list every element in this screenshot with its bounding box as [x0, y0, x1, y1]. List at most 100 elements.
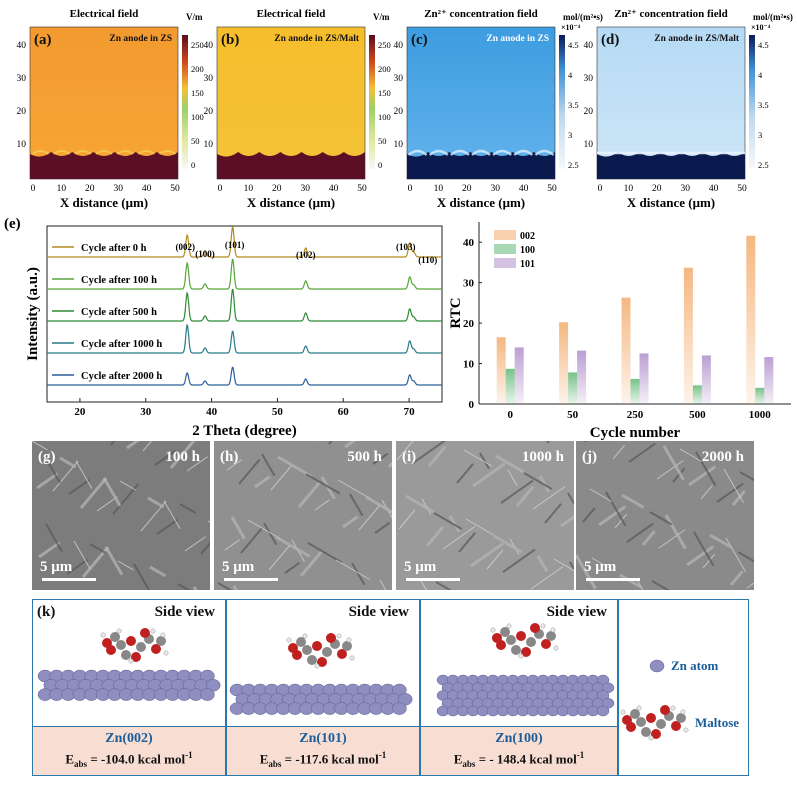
colorbar-tick: 150 [378, 88, 391, 98]
y-tick-label: 20 [463, 318, 475, 330]
colorbar-tick: 200 [191, 64, 204, 74]
sem-image-1: (g) 100 h 5 μm [32, 441, 210, 590]
rtc-bar [568, 372, 578, 404]
sem-image-2: (h) 500 h 5 μm [214, 441, 392, 590]
adsorption-energy-caption: Zn(002) Eabs = -104.0 kcal mol-1 [32, 726, 226, 776]
y-tick-label: 40 [463, 237, 475, 249]
peak-label: (002) [175, 242, 195, 252]
legend-label: 101 [520, 259, 535, 270]
rtc-bar [755, 387, 765, 404]
x-tick-label: 250 [627, 409, 644, 421]
x-tick-label: 40 [329, 184, 339, 194]
adsorption-energy-caption: Zn(101) Eabs = -117.6 kcal mol-1 [226, 726, 420, 776]
scale-bar-label: 5 μm [404, 559, 437, 575]
side-view-label: Side view [348, 604, 409, 620]
colorbar-unit: mol/(m²•s) [563, 12, 603, 22]
panel-inset-label: Zn anode in ZS [109, 34, 172, 44]
field-panel-4: Zn²⁺ concentration field (d) Zn anode in Z… [584, 8, 793, 210]
sem-image-3: (i) 1000 h 5 μm [396, 441, 574, 590]
x-tick-label: 40 [206, 406, 218, 418]
x-tick-label: 0 [31, 184, 36, 194]
x-tick-label: 50 [567, 409, 579, 421]
legend-label: 002 [520, 231, 535, 242]
y-tick-label: 30 [584, 74, 594, 84]
panel-letter: (h) [220, 449, 239, 465]
x-tick-label: 40 [709, 184, 719, 194]
x-tick-label: 0 [218, 184, 223, 194]
y-axis-label: RTC [448, 297, 464, 328]
x-tick-label: 20 [272, 184, 282, 194]
xrd-curve [47, 323, 442, 354]
sem-time-label: 2000 h [701, 449, 744, 465]
xrd-curve [47, 366, 442, 386]
field-panel-title: Electrical field [70, 8, 139, 20]
adsorption-energy: Eabs = -104.0 kcal mol-1 [65, 750, 193, 769]
colorbar-tick: 4.5 [568, 40, 579, 50]
curve-label: Cycle after 2000 h [81, 371, 162, 382]
rtc-bar [505, 368, 515, 404]
x-tick-label: 50 [737, 184, 747, 194]
field-panel-title: Electrical field [257, 8, 326, 20]
rtc-bar [559, 322, 569, 404]
x-tick-label: 10 [244, 184, 254, 194]
colorbar-tick: 3.5 [568, 100, 579, 110]
field-panel-title: Zn²⁺ concentration field [614, 8, 728, 20]
rtc-bar [746, 235, 756, 404]
x-tick-label: 50 [547, 184, 557, 194]
rtc-bar [683, 267, 693, 404]
y-tick-label: 40 [584, 41, 594, 51]
panel-letter: (g) [38, 449, 56, 465]
x-tick-label: 30 [300, 184, 310, 194]
x-tick-label: 500 [689, 409, 706, 421]
x-tick-label: 20 [462, 184, 472, 194]
adsorption-cell-3: Side view [420, 599, 618, 727]
sem-time-label: 100 h [165, 449, 200, 465]
adsorption-energy: Eabs = - 148.4 kcal mol-1 [453, 750, 585, 769]
x-tick-label: 0 [598, 184, 603, 194]
scale-bar [224, 578, 278, 581]
y-tick-label: 10 [463, 359, 475, 371]
y-tick-label: 40 [204, 41, 214, 51]
x-tick-label: 20 [652, 184, 662, 194]
colorbar-tick: 4 [568, 70, 573, 80]
scale-bar [586, 578, 640, 581]
x-axis-label: X distance (μm) [60, 195, 148, 210]
x-tick-label: 30 [140, 406, 152, 418]
panel-letter: (b) [221, 32, 239, 48]
y-tick-label: 30 [17, 74, 27, 84]
panel-letter: (k) [37, 604, 56, 620]
peak-label: (103) [396, 242, 416, 252]
colorbar-unit: V/m [186, 12, 203, 22]
panel-letter: (i) [402, 449, 417, 465]
x-tick-label: 10 [624, 184, 634, 194]
x-axis-label: X distance (μm) [437, 195, 525, 210]
colorbar-unit: V/m [373, 12, 390, 22]
colorbar-tick: 3 [568, 130, 572, 140]
y-tick-label: 30 [463, 278, 475, 290]
curve-label: Cycle after 500 h [81, 307, 157, 318]
colorbar-tick: 4 [758, 70, 763, 80]
panel-letter: (j) [582, 449, 597, 465]
rtc-bar [496, 337, 506, 404]
sem-image-4: (j) 2000 h 5 μm [576, 441, 754, 590]
colorbar-tick: 200 [378, 64, 391, 74]
y-tick-label: 20 [204, 107, 214, 117]
x-tick-label: 60 [338, 406, 350, 418]
panel-inset-label: Zn anode in ZS/Malt [274, 34, 360, 44]
colorbar-tick: 100 [378, 112, 391, 122]
xrd-curve [47, 288, 442, 322]
field-panel-2: Electrical field (b) Zn anode in ZS/Malt 40… [204, 8, 391, 210]
x-tick-label: 10 [57, 184, 67, 194]
facet-name: Zn(002) [105, 731, 153, 746]
peak-label: (102) [296, 250, 316, 260]
colorbar-tick: 50 [191, 136, 200, 146]
x-axis-label: Cycle number [590, 425, 681, 440]
x-tick-label: 50 [357, 184, 367, 194]
field-panel-1: Electrical field (a) Zn anode in ZS 40 30 20 1… [17, 8, 204, 210]
x-tick-label: 30 [490, 184, 500, 194]
sem-time-label: 1000 h [521, 449, 564, 465]
x-tick-label: 70 [404, 406, 416, 418]
x-tick-label: 50 [170, 184, 180, 194]
colorbar-tick: 250 [378, 40, 391, 50]
colorbar-tick: 3.5 [758, 100, 769, 110]
